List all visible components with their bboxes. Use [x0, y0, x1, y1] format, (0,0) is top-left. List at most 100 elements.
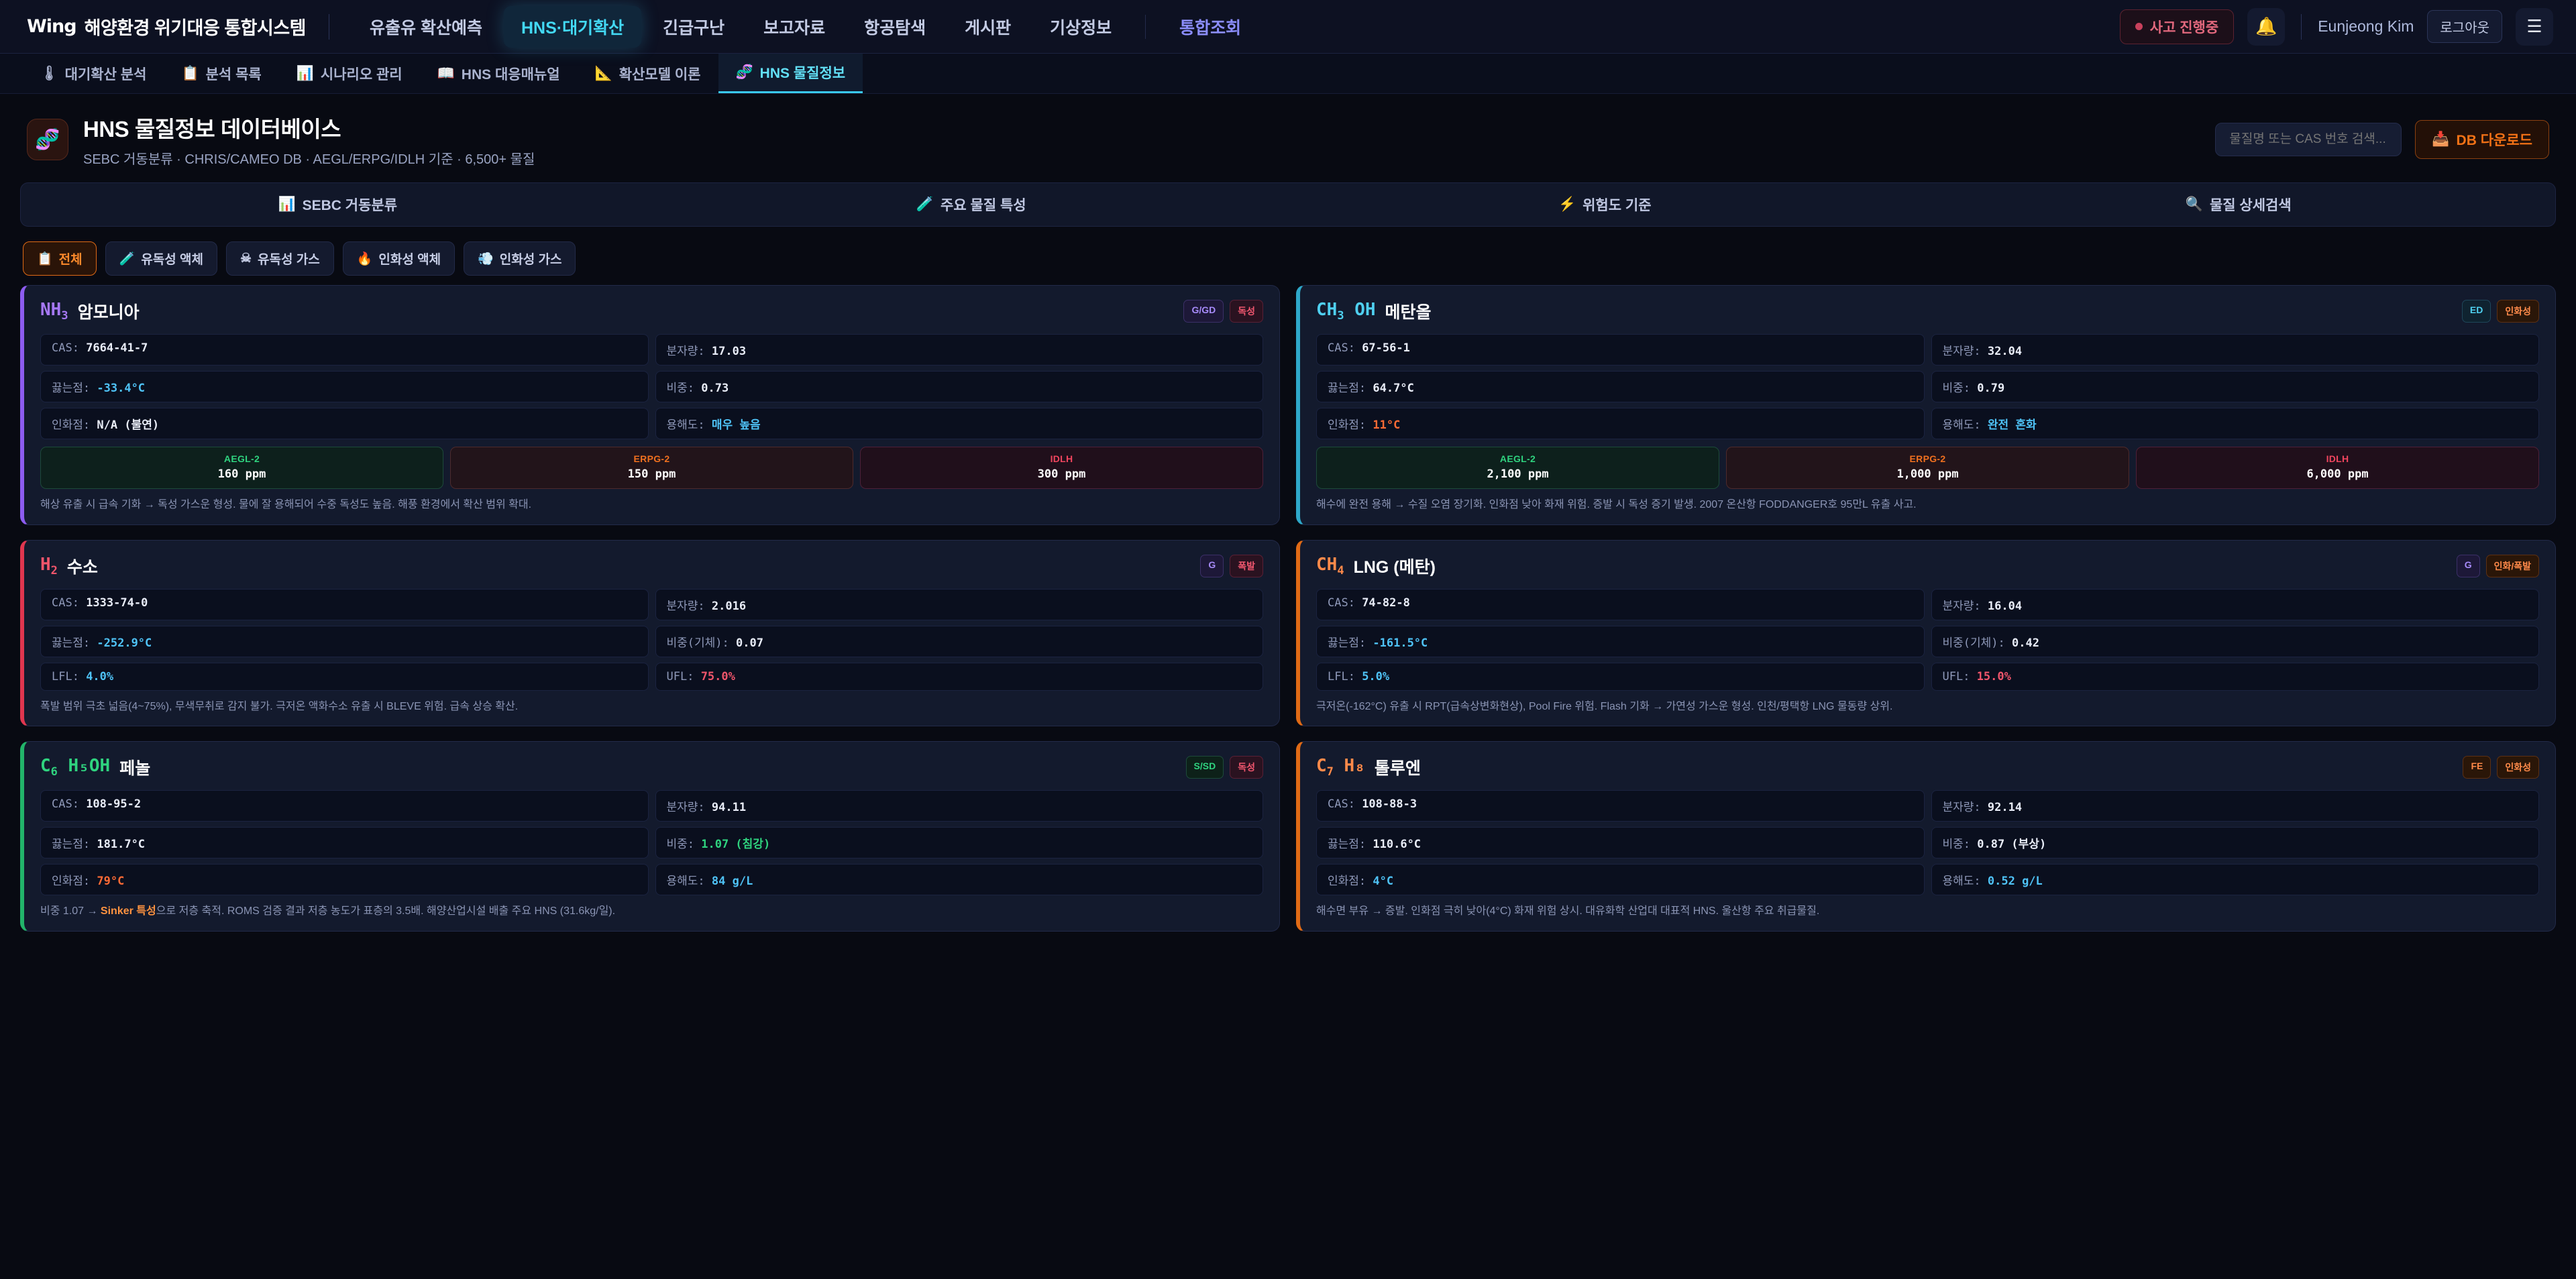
nav-item-1[interactable]: HNS·대기확산 [503, 5, 642, 48]
subnav-item-3[interactable]: 📖 HNS 대응매뉴얼 [420, 54, 578, 93]
filter-button-2[interactable]: ☠ 유독성 가스 [226, 241, 334, 276]
property-row: 비중: 1.07 (침강) [655, 827, 1263, 859]
subnav-label-5: HNS 물질정보 [759, 66, 846, 81]
property-row: 분자량: 16.04 [1931, 588, 2539, 620]
chemical-formula: C7 H₈ [1316, 756, 1365, 779]
subnav-item-5[interactable]: 🧬 HNS 물질정보 [718, 54, 863, 93]
section-tab-label-0: SEBC 거동분류 [302, 198, 398, 213]
substance-card[interactable]: H2 수소 G 폭발 CAS: 1333-74-0 분자량: 2.016 끓는점: -252… [20, 539, 1280, 727]
property-row: CAS: 67-56-1 [1316, 334, 1925, 366]
subnav-label-4: 확산모델 이론 [619, 66, 701, 82]
incident-status-badge[interactable]: 사고 진행중 [2119, 9, 2235, 44]
filter-label-0: 전체 [58, 253, 83, 267]
nav-item-0[interactable]: 유출유 확산예측 [370, 18, 482, 38]
status-badge: FE [2463, 756, 2491, 779]
property-row: 비중: 0.73 [655, 371, 1263, 402]
limit-key: IDLH [2326, 453, 2349, 464]
property-row: CAS: 108-95-2 [40, 790, 649, 822]
property-row: 끓는점: -161.5°C [1316, 625, 1925, 657]
section-tab-3[interactable]: 🔍 물질 상세검색 [1922, 194, 2556, 215]
section-tab-icon-3: 🔍 [2185, 197, 2203, 212]
brand-logo[interactable]: Wing 해양환경 위기대응 통합시스템 [27, 13, 307, 40]
chemical-name: LNG (메탄) [1353, 557, 1436, 577]
section-tab-2[interactable]: ⚡ 위험도 기준 [1288, 194, 1922, 215]
exposure-limit-cell: IDLH 300 ppm [860, 447, 1263, 489]
card-header: H2 수소 G 폭발 [40, 554, 1263, 578]
property-list: CAS: 1333-74-0 분자량: 2.016 끓는점: -252.9°C 비중(… [40, 588, 1263, 691]
card-badges: G/GD 독성 [1183, 300, 1263, 323]
page-title: HNS 물질정보 데이터베이스 [83, 117, 341, 142]
section-tab-label-2: 위험도 기준 [1582, 198, 1652, 213]
db-download-button[interactable]: 📥 DB 다운로드 [2415, 120, 2549, 159]
substance-card[interactable]: C7 H₈ 톨루엔 FE 인화성 CAS: 108-88-3 분자량: 92.14 끓는점:… [1296, 741, 2556, 932]
incident-dot-icon [2135, 23, 2143, 30]
property-row: LFL: 4.0% [40, 662, 649, 691]
property-row: CAS: 1333-74-0 [40, 588, 649, 620]
subnav-item-1[interactable]: 📋 분석 목록 [164, 54, 278, 93]
property-row: 용해도: 완전 혼화 [1931, 408, 2539, 439]
property-row: 끓는점: -33.4°C [40, 371, 649, 402]
subnav-label-2: 시나리오 관리 [320, 66, 402, 82]
status-badge: G/GD [1183, 300, 1224, 323]
card-note: 해수에 완전 용해 → 수질 오염 장기화. 인화점 낮아 화재 위험. 증발 … [1316, 499, 1917, 510]
nav-item-6[interactable]: 기상정보 [1050, 18, 1112, 38]
bell-icon[interactable]: 🔔 [2247, 7, 2286, 46]
filter-button-1[interactable]: 🧪 유독성 액체 [105, 241, 217, 276]
section-tab-1[interactable]: 🧪 주요 물질 특성 [655, 194, 1289, 215]
section-tab-icon-0: 📊 [278, 197, 296, 212]
substance-card[interactable]: CH3 OH 메탄올 ED 인화성 CAS: 67-56-1 분자량: 32.04 끓는점:… [1296, 285, 2556, 525]
chemical-name: 암모니아 [77, 303, 140, 322]
card-header: C7 H₈ 톨루엔 FE 인화성 [1316, 755, 2539, 779]
search-input[interactable] [2215, 123, 2402, 156]
property-row: 용해도: 0.52 g/L [1931, 864, 2539, 896]
status-badge: G [1200, 554, 1224, 577]
property-row: UFL: 15.0% [1931, 662, 2539, 691]
brand-name-text: 해양환경 위기대응 통합시스템 [84, 18, 307, 38]
subnav-label-0: 대기확산 분석 [64, 66, 147, 82]
property-row: UFL: 75.0% [655, 662, 1263, 691]
section-tab-0[interactable]: 📊 SEBC 거동분류 [21, 194, 655, 215]
subnav-icon-1: 📋 [181, 65, 199, 81]
property-row: 분자량: 2.016 [655, 588, 1263, 620]
filter-icon-0: 📋 [37, 252, 53, 266]
hamburger-menu-icon[interactable]: ☰ [2516, 7, 2553, 46]
card-header: C6 H₅OH 페놀 S/SD 독성 [40, 755, 1263, 779]
status-badge: 인화성 [2497, 300, 2539, 323]
chemical-formula: H2 [40, 554, 58, 577]
filter-button-3[interactable]: 🔥 인화성 액체 [342, 241, 455, 276]
chemical-name: 톨루엔 [1374, 759, 1421, 779]
property-list: CAS: 67-56-1 분자량: 32.04 끓는점: 64.7°C 비중: 0.7… [1316, 334, 2539, 439]
subnav-label-1: 분석 목록 [205, 66, 262, 82]
limit-value: 6,000 ppm [2306, 467, 2369, 481]
filter-button-0[interactable]: 📋 전체 [23, 241, 97, 276]
subnav-icon-2: 📊 [296, 65, 314, 81]
subnav-item-0[interactable]: 🌡 대기확산 분석 [23, 54, 164, 93]
nav-item-5[interactable]: 게시판 [965, 18, 1012, 38]
chemical-formula: CH4 [1316, 554, 1344, 577]
filter-button-4[interactable]: 💨 인화성 가스 [464, 241, 576, 276]
logout-button[interactable]: 로그아웃 [2427, 10, 2502, 43]
property-row: 분자량: 94.11 [655, 790, 1263, 822]
nav-item-4[interactable]: 항공탐색 [864, 18, 926, 38]
filter-icon-2: ☠ [240, 252, 252, 266]
section-tab-label-3: 물질 상세검색 [2209, 198, 2292, 213]
substance-card[interactable]: CH4 LNG (메탄) G 인화/폭발 CAS: 74-82-8 분자량: 16.04 끓… [1296, 539, 2556, 727]
chemical-name: 페놀 [119, 759, 151, 779]
nav-item-7[interactable]: 통합조회 [1179, 18, 1242, 38]
user-divider [2301, 13, 2302, 40]
property-list: CAS: 108-88-3 분자량: 92.14 끓는점: 110.6°C 비중: 0… [1316, 790, 2539, 896]
substance-card-grid: NH3 암모니아 G/GD 독성 CAS: 7664-41-7 분자량: 17.03 끓는점… [0, 285, 2576, 932]
subnav-icon-5: 🧬 [735, 64, 753, 80]
subnav-item-4[interactable]: 📐 확산모델 이론 [578, 54, 718, 93]
card-note: 극저온(-162°C) 유출 시 RPT(급속상변화현상), Pool Fire… [1316, 700, 1893, 712]
chemical-formula: CH3 OH [1316, 299, 1376, 323]
exposure-limit-cell: ERPG-2 1,000 ppm [1726, 447, 2129, 489]
substance-card[interactable]: C6 H₅OH 페놀 S/SD 독성 CAS: 108-95-2 분자량: 94.11 끓는… [20, 741, 1280, 932]
nav-item-3[interactable]: 보고자료 [763, 18, 826, 38]
subnav-item-2[interactable]: 📊 시나리오 관리 [279, 54, 420, 93]
limit-key: AEGL-2 [223, 453, 260, 464]
property-row: CAS: 74-82-8 [1316, 588, 1925, 620]
card-note: 해수면 부유 → 증발. 인화점 극히 낮아(4°C) 화재 위험 상시. 대유… [1316, 905, 1820, 917]
nav-item-2[interactable]: 긴급구난 [663, 18, 725, 38]
substance-card[interactable]: NH3 암모니아 G/GD 독성 CAS: 7664-41-7 분자량: 17.03 끓는점… [20, 285, 1280, 525]
